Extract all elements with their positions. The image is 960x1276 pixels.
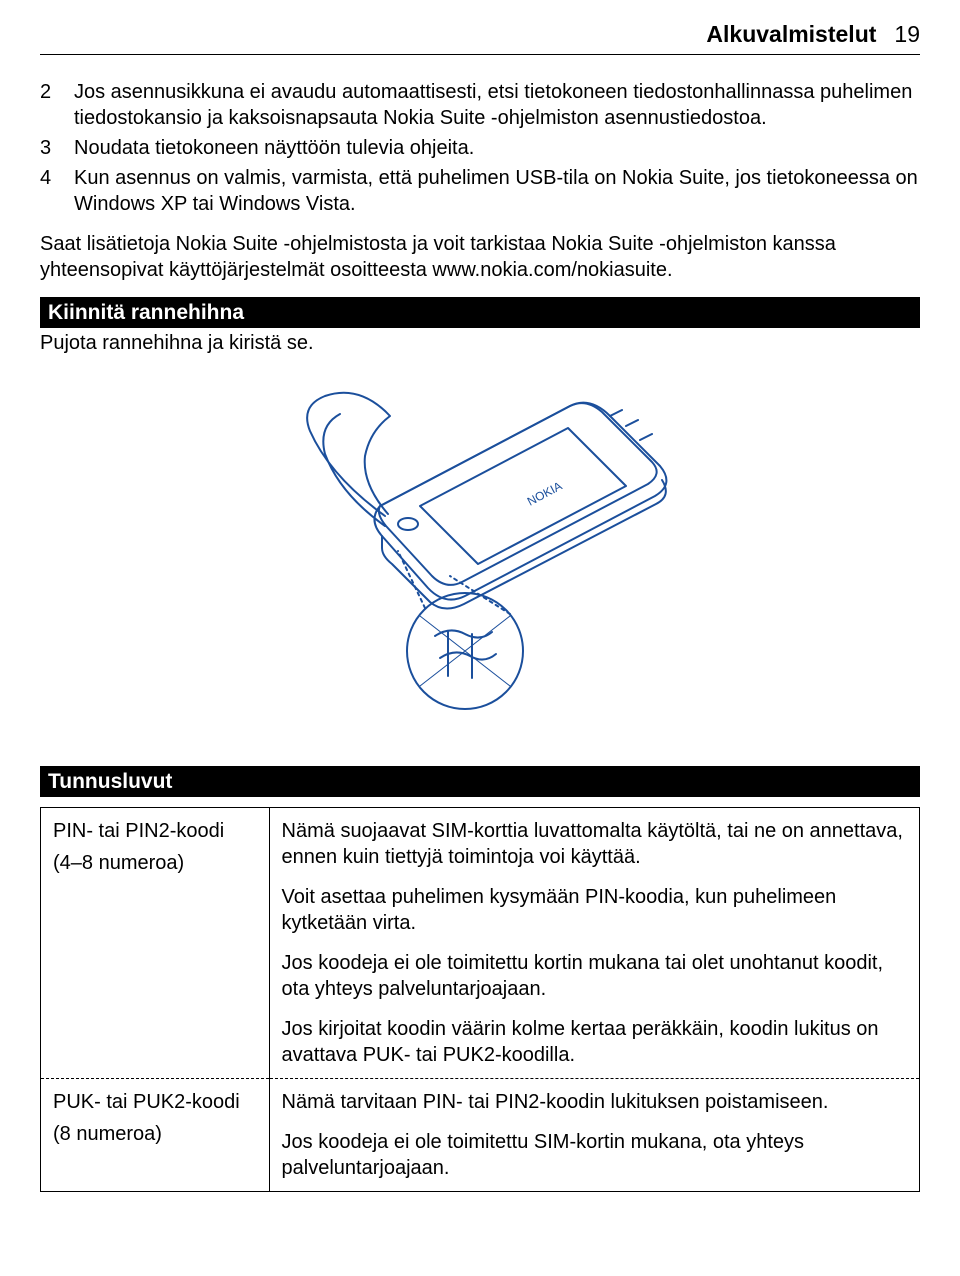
phone-strap-svg: NOKIA xyxy=(270,376,690,716)
pin-desc-p4: Jos kirjoitat koodin väärin kolme kertaa… xyxy=(282,1016,907,1068)
step-4: 4 Kun asennus on valmis, varmista, että … xyxy=(40,165,920,217)
page-header: Alkuvalmistelut 19 xyxy=(40,20,920,55)
codes-section-title: Tunnusluvut xyxy=(40,766,920,797)
pin-label: PIN- tai PIN2-koodi xyxy=(53,818,257,844)
wrist-strap-illustration: NOKIA xyxy=(40,376,920,716)
header-section-title: Alkuvalmistelut xyxy=(706,20,876,50)
svg-text:NOKIA: NOKIA xyxy=(525,479,565,509)
puk-label: PUK- tai PUK2-koodi xyxy=(53,1089,257,1115)
step-number: 2 xyxy=(40,79,74,131)
puk-desc-p2: Jos koodeja ei ole toimitettu SIM-kortin… xyxy=(282,1129,907,1181)
step-number: 4 xyxy=(40,165,74,217)
step-text: Kun asennus on valmis, varmista, että pu… xyxy=(74,165,920,217)
step-3: 3 Noudata tietokoneen näyttöön tulevia o… xyxy=(40,135,920,161)
step-number: 3 xyxy=(40,135,74,161)
pin-label-cell: PIN- tai PIN2-koodi (4–8 numeroa) xyxy=(41,808,270,1079)
pin-desc-cell: Nämä suojaavat SIM-korttia luvattomalta … xyxy=(269,808,919,1079)
puk-desc-cell: Nämä tarvitaan PIN- tai PIN2-koodin luki… xyxy=(269,1079,919,1192)
pin-label-sub: (4–8 numeroa) xyxy=(53,850,257,876)
step-2: 2 Jos asennusikkuna ei avaudu automaatti… xyxy=(40,79,920,131)
puk-label-sub: (8 numeroa) xyxy=(53,1121,257,1147)
pin-desc-p3: Jos koodeja ei ole toimitettu kortin muk… xyxy=(282,950,907,1002)
strap-section-title: Kiinnitä rannehihna xyxy=(40,297,920,328)
more-info-paragraph: Saat lisätietoja Nokia Suite -ohjelmisto… xyxy=(40,231,920,283)
pin-desc-p2: Voit asettaa puhelimen kysymään PIN-kood… xyxy=(282,884,907,936)
codes-table: PIN- tai PIN2-koodi (4–8 numeroa) Nämä s… xyxy=(40,807,920,1192)
puk-desc-p1: Nämä tarvitaan PIN- tai PIN2-koodin luki… xyxy=(282,1089,907,1115)
document-page: Alkuvalmistelut 19 2 Jos asennusikkuna e… xyxy=(0,0,960,1232)
table-row: PUK- tai PUK2-koodi (8 numeroa) Nämä tar… xyxy=(41,1079,920,1192)
table-row: PIN- tai PIN2-koodi (4–8 numeroa) Nämä s… xyxy=(41,808,920,1079)
step-text: Noudata tietokoneen näyttöön tulevia ohj… xyxy=(74,135,920,161)
pin-desc-p1: Nämä suojaavat SIM-korttia luvattomalta … xyxy=(282,818,907,870)
puk-label-cell: PUK- tai PUK2-koodi (8 numeroa) xyxy=(41,1079,270,1192)
step-text: Jos asennusikkuna ei avaudu automaattise… xyxy=(74,79,920,131)
strap-section-text: Pujota rannehihna ja kiristä se. xyxy=(40,330,920,356)
header-page-number: 19 xyxy=(894,20,920,50)
